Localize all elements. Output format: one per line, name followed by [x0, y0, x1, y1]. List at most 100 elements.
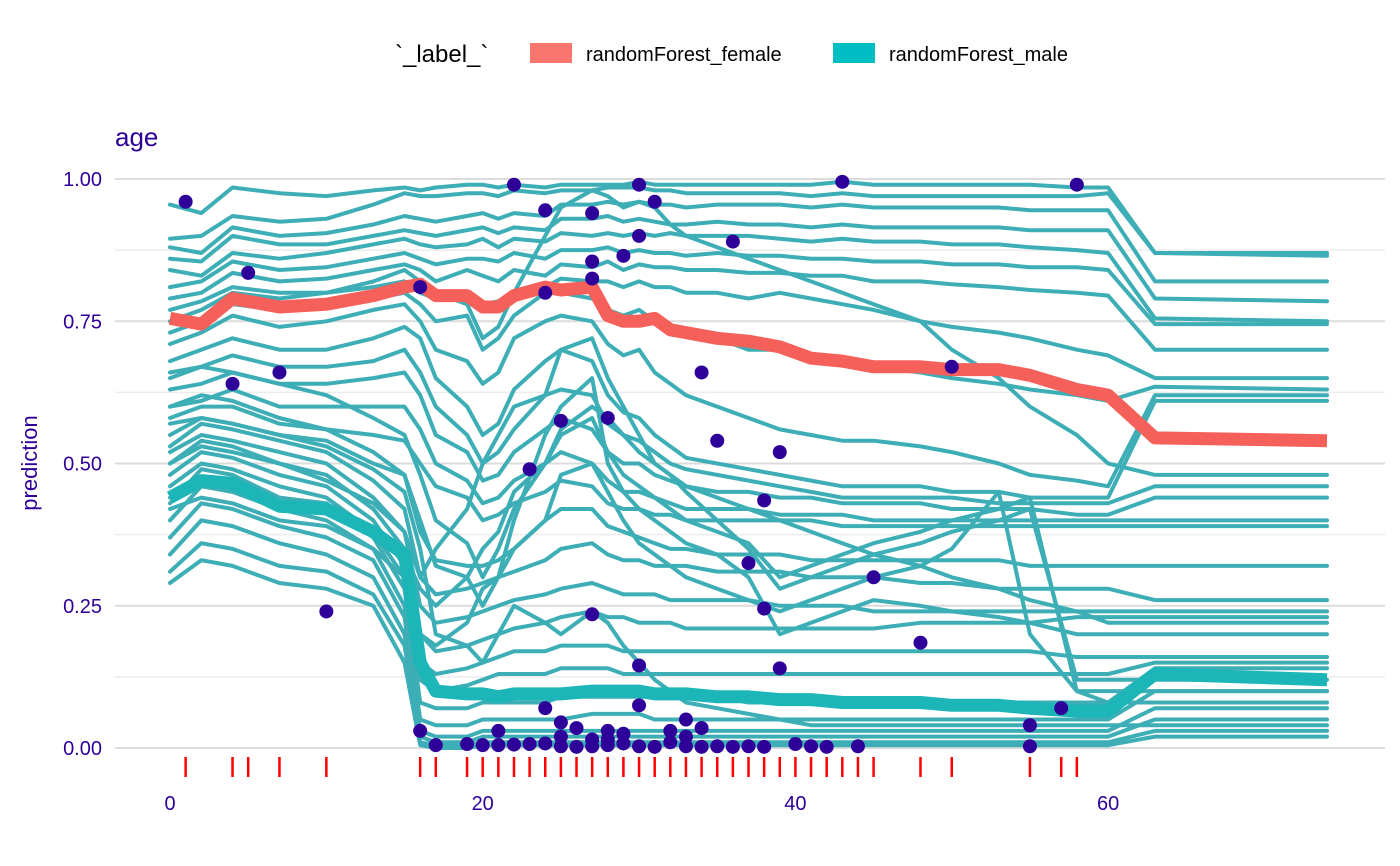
profile-line — [168, 370, 1329, 517]
observation-point — [585, 739, 600, 754]
observation-point — [694, 721, 709, 736]
profile-line — [168, 245, 1329, 327]
observation-point — [553, 413, 568, 428]
profile-line — [168, 188, 1329, 477]
legend-swatch-male — [833, 43, 875, 63]
observation-point — [678, 712, 693, 727]
observation-point — [585, 254, 600, 269]
y-tick-label: 0.50 — [63, 454, 102, 476]
profile-line — [168, 302, 1329, 489]
observation-point — [725, 234, 740, 249]
observation-point — [741, 739, 756, 754]
observation-point — [413, 280, 428, 295]
observation-point — [757, 739, 772, 754]
observation-point — [553, 739, 568, 754]
profile-line — [168, 364, 1329, 682]
legend-swatch-female — [530, 43, 572, 63]
profile-line — [168, 518, 1329, 745]
profile-line — [168, 484, 1329, 728]
observation-point — [913, 635, 928, 650]
observation-point — [569, 721, 584, 736]
x-tick-label: 0 — [164, 793, 175, 815]
observation-point — [1054, 701, 1069, 716]
observation-point — [585, 607, 600, 622]
observation-point — [585, 206, 600, 221]
legend-label-female: randomForest_female — [586, 44, 782, 66]
observation-point — [772, 445, 787, 460]
observation-point — [538, 701, 553, 716]
observation-point — [632, 698, 647, 713]
observation-point — [475, 738, 490, 753]
observation-point — [538, 203, 553, 218]
observation-point — [725, 739, 740, 754]
profile-line — [168, 404, 1329, 529]
observation-point — [757, 493, 772, 508]
observation-point — [678, 739, 693, 754]
observation-point — [647, 194, 662, 209]
observation-point — [272, 365, 287, 380]
profile-line — [168, 438, 1329, 654]
profile-lines — [168, 179, 1329, 750]
profile-line — [168, 347, 1329, 506]
x-tick-label: 40 — [784, 793, 806, 815]
female-aggregate-line — [168, 277, 1328, 448]
observation-point — [225, 376, 240, 391]
observation-point — [866, 570, 881, 585]
observation-point — [632, 658, 647, 673]
profile-line — [168, 259, 1329, 352]
observation-point — [1069, 177, 1084, 192]
observation-point — [553, 715, 568, 730]
x-axis-ticks: 0 20 40 60 — [164, 793, 1119, 815]
observation-point — [569, 739, 584, 754]
observation-point — [710, 433, 725, 448]
profile-line — [168, 185, 1329, 258]
observation-point — [1022, 718, 1037, 733]
aggregate-lines — [166, 277, 1328, 718]
profile-line — [168, 324, 1329, 500]
observation-point — [491, 723, 506, 738]
observation-point — [413, 723, 428, 738]
rug-marks — [184, 757, 1079, 777]
legend-title: `_label_` — [395, 41, 488, 68]
observation-point — [757, 601, 772, 616]
observation-point — [616, 248, 631, 263]
profile-line — [168, 541, 1329, 748]
observation-point — [835, 174, 850, 189]
observation-point — [585, 271, 600, 286]
observation-point — [178, 194, 193, 209]
panel-title: age — [115, 122, 158, 152]
observation-point — [1022, 739, 1037, 754]
y-axis-ticks: 0.00 0.25 0.50 0.75 1.00 — [63, 169, 102, 760]
observation-point — [522, 462, 537, 477]
observation-point — [694, 365, 709, 380]
y-tick-label: 0.00 — [63, 738, 102, 760]
observation-point — [772, 661, 787, 676]
profile-line — [168, 214, 1329, 304]
observation-point — [553, 729, 568, 744]
observation-point — [788, 737, 803, 752]
observation-point — [944, 359, 959, 374]
observation-point — [678, 729, 693, 744]
observation-point — [506, 737, 521, 752]
profile-line — [168, 501, 1329, 739]
observation-point — [850, 739, 865, 754]
observation-point — [241, 265, 256, 280]
observation-point — [460, 737, 475, 752]
observation-point — [632, 177, 647, 192]
observation-point — [741, 556, 756, 571]
profile-line — [168, 231, 1329, 324]
observation-point — [616, 736, 631, 751]
observation-point — [632, 228, 647, 243]
y-tick-label: 0.25 — [63, 596, 102, 618]
observation-point — [600, 410, 615, 425]
observation-point — [616, 726, 631, 741]
observation-point — [600, 738, 615, 753]
observation-point — [804, 739, 819, 754]
observation-point — [663, 735, 678, 750]
observation-point — [538, 285, 553, 300]
observation-point — [522, 737, 537, 752]
observation-point — [491, 738, 506, 753]
observation-point — [319, 604, 334, 619]
observation-point — [538, 736, 553, 751]
legend-label-male: randomForest_male — [889, 44, 1068, 66]
